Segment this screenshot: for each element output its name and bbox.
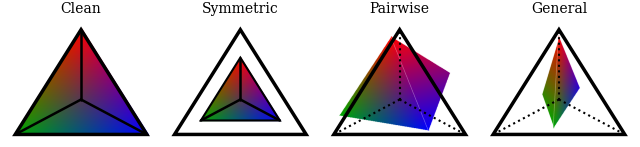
- Title: Clean: Clean: [61, 2, 101, 16]
- Title: General: General: [531, 2, 587, 16]
- Title: Pairwise: Pairwise: [370, 2, 429, 16]
- Title: Symmetric: Symmetric: [202, 2, 279, 16]
- Polygon shape: [175, 30, 306, 135]
